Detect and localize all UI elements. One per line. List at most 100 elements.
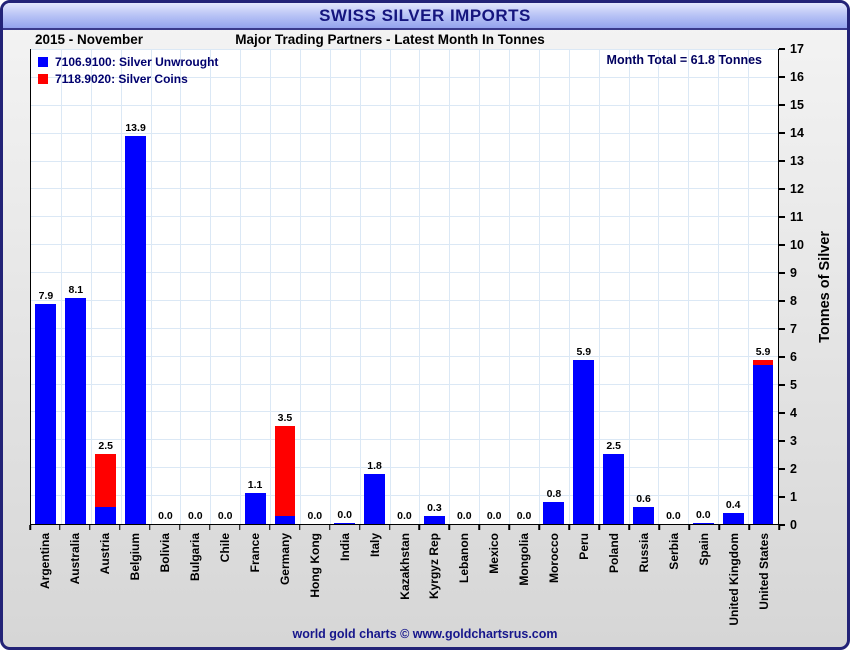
x-axis-category-label: Mongolia <box>517 533 532 586</box>
horizontal-gridline <box>31 299 778 301</box>
bar-unwrought <box>95 507 117 524</box>
x-axis-tick <box>328 525 331 530</box>
bar-column: 8.1 <box>61 50 91 524</box>
bar-unwrought <box>633 507 654 524</box>
bar-value-label: 13.9 <box>125 122 146 135</box>
x-axis-category-label: Morocco <box>547 533 562 584</box>
vertical-gridline <box>389 50 391 524</box>
x-axis-tick <box>388 525 391 530</box>
footer-credit: world gold charts © www.goldchartsrus.co… <box>292 627 558 641</box>
bar-value-label: 0.3 <box>427 501 442 514</box>
bar-column: 0.6 <box>629 50 659 524</box>
y-axis-tick <box>779 104 785 106</box>
bar-unwrought <box>752 365 774 524</box>
subtitle-row: 2015 - November Major Trading Partners -… <box>3 30 847 49</box>
bar-column: 0.0 <box>180 50 210 524</box>
vertical-gridline <box>180 50 182 524</box>
horizontal-gridline <box>31 132 778 134</box>
bar-value-label: 1.8 <box>367 459 382 472</box>
bar-unwrought <box>692 522 714 524</box>
plot-area: 7106.9100: Silver Unwrought 7118.9020: Si… <box>30 49 779 525</box>
bar-unwrought <box>543 501 565 524</box>
x-axis-tick <box>508 525 511 530</box>
legend-swatch-unwrought <box>38 57 48 67</box>
bar-value-label: 0.0 <box>217 510 233 522</box>
bar-column: 0.0 <box>151 50 181 524</box>
bar-value-label: 8.1 <box>68 284 84 297</box>
vertical-gridline <box>329 50 331 524</box>
bar-column: 3.5 <box>270 50 300 524</box>
vertical-gridline <box>359 50 361 524</box>
horizontal-gridline <box>31 160 778 162</box>
bar-value-label: 0.0 <box>188 510 203 522</box>
vertical-gridline <box>748 50 750 524</box>
bar-value-label: 0.8 <box>546 487 562 500</box>
vertical-gridline <box>270 50 272 524</box>
horizontal-gridline <box>31 104 778 106</box>
vertical-gridline <box>449 50 451 524</box>
bar-value-label: 0.0 <box>397 510 412 522</box>
x-axis-category-label: Poland <box>607 533 622 574</box>
y-axis-tick <box>779 132 785 134</box>
vertical-gridline <box>240 50 242 524</box>
bar-column: 0.3 <box>419 50 449 524</box>
horizontal-gridline <box>31 49 778 50</box>
bar-value-label: 0.0 <box>516 510 532 522</box>
page-title: SWISS SILVER IMPORTS <box>3 3 847 30</box>
x-axis-tick <box>568 525 571 530</box>
bar-unwrought <box>364 473 386 524</box>
y-axis-tick-label: 6 <box>790 349 797 364</box>
y-axis-tick-label: 11 <box>790 210 804 224</box>
y-axis-tick <box>779 216 785 218</box>
bar-value-label: 0.6 <box>636 493 651 506</box>
x-axis-tick <box>448 525 451 530</box>
vertical-gridline <box>718 50 720 524</box>
x-axis-tick <box>149 525 151 530</box>
y-axis-tick-label: 5 <box>790 378 797 392</box>
period-label: 2015 - November <box>35 32 144 47</box>
x-axis-tick <box>209 525 211 530</box>
x-axis-category-label: France <box>247 533 262 573</box>
bar-value-label: 2.5 <box>606 440 621 453</box>
bar-coins <box>95 454 117 508</box>
month-total-label: Month Total = 61.8 Tonnes <box>606 53 762 67</box>
bar-value-label: 1.1 <box>247 479 263 492</box>
bar-column: 0.8 <box>539 50 569 524</box>
x-axis-category-label: Bolivia <box>157 533 172 573</box>
y-axis-tick-label: 17 <box>790 42 804 56</box>
vertical-gridline <box>419 50 421 524</box>
y-axis-tick <box>779 440 785 442</box>
x-axis-category-label: Kazakhstan <box>397 533 412 600</box>
bar-column: 0.0 <box>330 50 360 524</box>
y-axis-tick <box>779 272 785 274</box>
vertical-gridline <box>568 50 570 524</box>
bar-column: 2.5 <box>599 50 629 524</box>
x-axis-category-label: Germany <box>277 533 292 586</box>
y-axis-tick-label: 3 <box>790 434 797 448</box>
bar-unwrought <box>603 454 625 524</box>
x-axis-tick <box>268 525 271 530</box>
vertical-gridline <box>60 50 62 524</box>
y-axis-tick-label: 13 <box>790 154 804 168</box>
x-axis-tick <box>538 525 541 530</box>
bar-column: 0.0 <box>210 50 240 524</box>
y-axis-tick-label: 7 <box>790 322 797 336</box>
bar-column: 1.1 <box>240 50 270 524</box>
bar-value-label: 7.9 <box>38 289 54 302</box>
y-axis-tick-label: 0 <box>790 518 797 532</box>
legend-label: 7106.9100: Silver Unwrought <box>55 55 219 69</box>
y-axis-tick <box>779 468 785 470</box>
horizontal-gridline <box>31 216 778 218</box>
x-axis-category-label: Mexico <box>487 533 502 574</box>
x-axis-category-label: India <box>337 533 352 562</box>
vertical-gridline <box>90 50 92 524</box>
bar-coins <box>752 359 774 366</box>
bar-column: 0.0 <box>509 50 539 524</box>
x-axis-tick <box>658 525 660 530</box>
vertical-gridline <box>509 50 511 524</box>
bar-column: 13.9 <box>121 50 151 524</box>
x-axis-category-label: Lebanon <box>457 533 472 583</box>
bar-column: 0.0 <box>390 50 420 524</box>
bar-unwrought <box>722 512 744 524</box>
bar-value-label: 5.9 <box>755 345 771 358</box>
